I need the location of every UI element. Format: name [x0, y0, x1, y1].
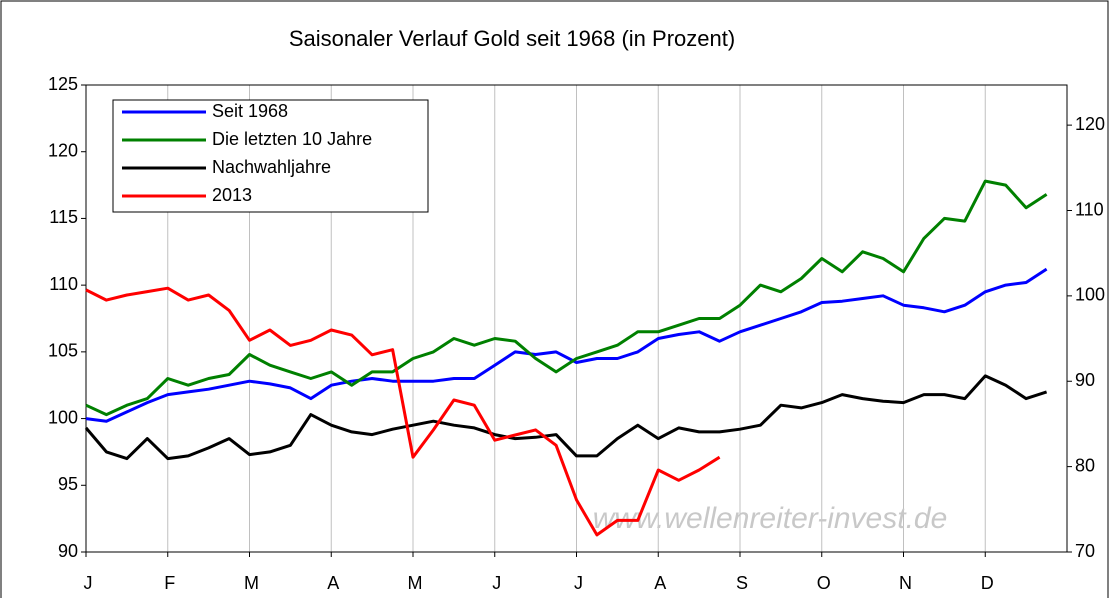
y-tick-label: 115	[49, 207, 78, 227]
legend-box	[112, 99, 429, 213]
x-tick-label: O	[817, 573, 831, 593]
series-line	[85, 267, 1048, 423]
x-tick-label: M	[408, 573, 423, 593]
y-tick-label: 100	[48, 407, 78, 427]
x-tick-label: A	[327, 573, 339, 593]
x-tick-label: D	[981, 573, 994, 593]
y2-tick-label: 110	[1075, 199, 1104, 219]
y-tick-label: 125	[48, 74, 78, 94]
chart-title: Saisonaler Verlauf Gold seit 1968 (in Pr…	[289, 26, 735, 51]
legend-label: 2013	[212, 185, 252, 205]
y-tick-label: 120	[48, 140, 78, 160]
legend-label: Seit 1968	[212, 101, 288, 121]
plot-area	[85, 84, 1068, 553]
y-tick-label: 110	[49, 274, 78, 294]
x-tick-label: S	[736, 573, 748, 593]
y-tick-label: 90	[58, 541, 78, 561]
x-tick-label: N	[899, 573, 912, 593]
x-tick-label: J	[492, 573, 501, 593]
x-tick-label: A	[654, 573, 666, 593]
x-tick-label: J	[574, 573, 583, 593]
y2-tick-label: 100	[1075, 285, 1105, 305]
y-tick-label: 105	[48, 341, 78, 361]
y2-tick-label: 90	[1075, 370, 1095, 390]
legend-label: Nachwahljahre	[212, 157, 331, 177]
y2-tick-label: 120	[1075, 114, 1105, 134]
series-line	[85, 179, 1048, 417]
x-tick-label: J	[84, 573, 93, 593]
x-tick-label: M	[244, 573, 259, 593]
x-tick-label: F	[164, 573, 175, 593]
series-line	[85, 286, 721, 537]
y2-tick-label: 70	[1075, 541, 1095, 561]
legend-label: Die letzten 10 Jahre	[212, 129, 372, 149]
watermark: www.wellenreiter-invest.de	[593, 502, 948, 535]
series-line	[84, 374, 1048, 461]
y2-tick-label: 80	[1075, 455, 1095, 475]
y-tick-label: 95	[58, 474, 78, 494]
